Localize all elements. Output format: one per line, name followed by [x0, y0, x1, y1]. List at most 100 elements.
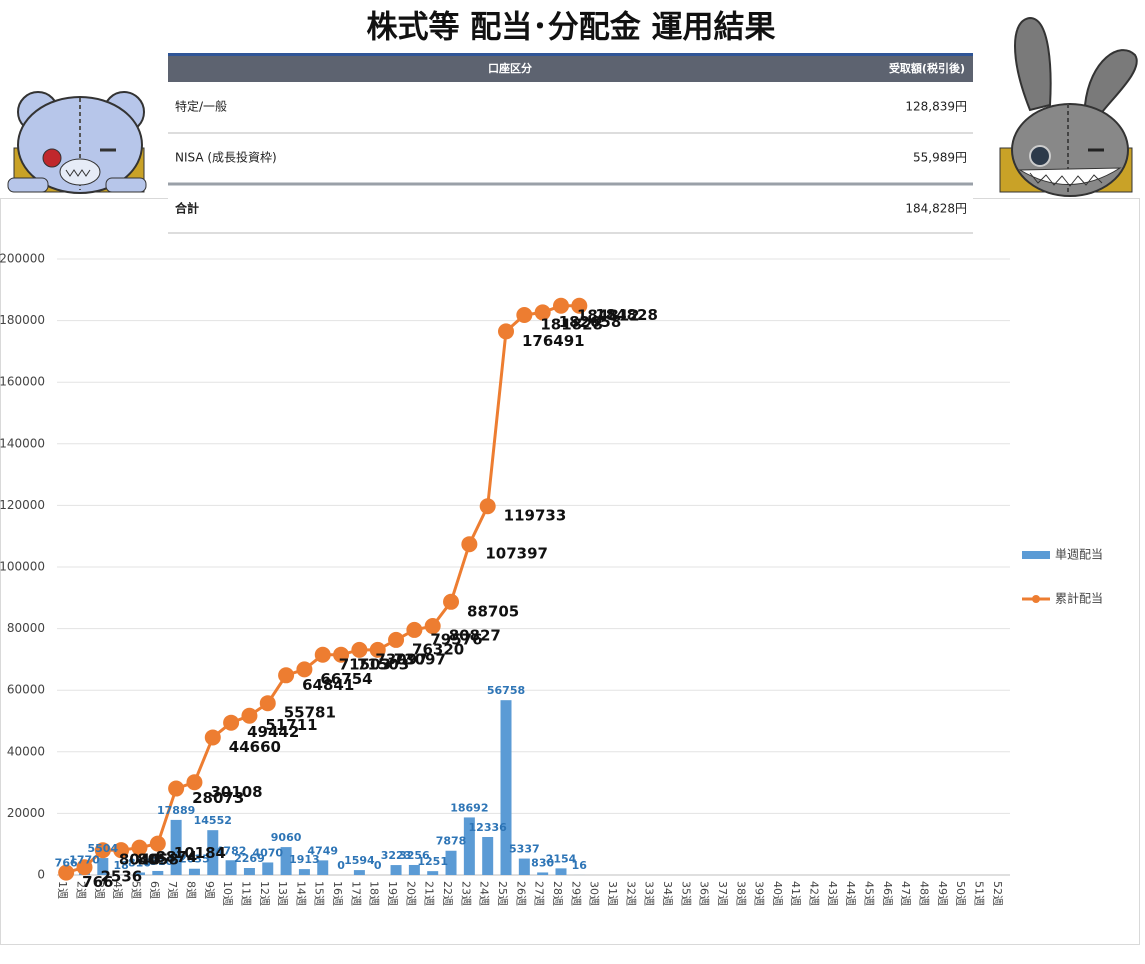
y-tick-label: 40000 — [7, 744, 45, 758]
legend-swatch — [1032, 595, 1040, 603]
legend-swatch — [1022, 551, 1050, 559]
line-value-label: 28073 — [192, 789, 244, 807]
y-tick-label: 140000 — [0, 436, 45, 450]
line-marker — [94, 842, 111, 859]
line-marker — [204, 729, 221, 746]
bar — [170, 819, 182, 875]
x-tick-label: 37週 — [716, 881, 729, 906]
cell: 184,828円 — [905, 202, 967, 216]
column-header: 口座区分 — [488, 61, 532, 75]
table-body — [168, 82, 973, 233]
bar-value-label: 4070 — [252, 846, 283, 859]
line-value-label: 55781 — [284, 704, 336, 722]
line-value-label: 49442 — [247, 723, 299, 741]
x-tick-label: 15週 — [313, 881, 326, 906]
bar — [500, 700, 512, 875]
x-tick-label: 52週 — [991, 881, 1004, 906]
line-value-label: 73097 — [394, 650, 446, 668]
bar-value-label: 7878 — [436, 835, 467, 848]
y-tick-label: 0 — [37, 868, 45, 882]
bar — [152, 870, 164, 875]
y-tick-label: 160000 — [0, 375, 45, 389]
bar-value-label: 9060 — [271, 831, 302, 844]
line-value-label: 2536 — [100, 868, 142, 886]
line-value-label: 10184 — [174, 844, 226, 862]
bar — [97, 858, 109, 875]
cell: NISA (成長投資枠) — [175, 150, 277, 165]
x-tick-label: 2週 — [74, 881, 87, 899]
bar-value-label: 5504 — [88, 842, 119, 855]
bar-value-label: 12336 — [469, 821, 508, 834]
bar-value-label: 1594 — [344, 854, 375, 867]
y-tick-label: 180000 — [0, 313, 45, 327]
cell: 合計 — [175, 201, 199, 216]
x-tick-label: 48週 — [918, 881, 931, 906]
line-marker — [131, 839, 148, 856]
bar — [225, 860, 237, 875]
x-tick-label: 21週 — [423, 881, 436, 906]
x-tick-label: 39週 — [753, 881, 766, 906]
x-tick-label: 28週 — [551, 881, 564, 906]
line-marker — [58, 864, 75, 881]
bar-value-label: 830 — [531, 856, 554, 869]
x-tick-label: 32週 — [624, 881, 637, 906]
line-value-label: 181828 — [540, 315, 603, 333]
line-marker — [113, 842, 130, 859]
x-tick-label: 7週 — [166, 881, 179, 899]
x-tick-label: 19週 — [386, 881, 399, 906]
x-tick-label: 25週 — [496, 881, 509, 906]
line-marker — [571, 297, 588, 314]
bear-illustration — [7, 91, 147, 194]
bar-value-label: 14552 — [194, 814, 232, 827]
bar-value-label: 18 — [113, 859, 128, 872]
chart-panel — [0, 198, 1140, 945]
line-marker — [76, 859, 93, 876]
x-tick-label: 35週 — [679, 881, 692, 906]
bar-value-label: 4749 — [307, 844, 338, 857]
x-tick-label: 13週 — [276, 881, 289, 906]
bar — [280, 847, 292, 875]
bar-value-label: 0 — [337, 859, 345, 872]
line-value-label: 88705 — [467, 602, 519, 620]
line-marker — [351, 641, 368, 658]
line-value-label: 64841 — [302, 676, 354, 694]
bar — [317, 860, 329, 875]
y-tick-label: 80000 — [7, 621, 45, 635]
line-value-label: 79576 — [430, 630, 482, 648]
bar — [390, 865, 402, 875]
bar — [243, 868, 255, 875]
x-tick-label: 50週 — [954, 881, 967, 906]
line-value-label: 8058 — [137, 851, 179, 869]
bar — [353, 870, 365, 875]
bar-value-label: 1770 — [69, 854, 100, 867]
x-tick-label: 51週 — [973, 881, 986, 906]
line-marker — [259, 695, 276, 712]
line-marker — [186, 774, 203, 791]
bar — [482, 837, 494, 875]
table-top-line — [168, 53, 973, 56]
bar-value-label: 16 — [572, 859, 588, 872]
bar-value-label: 0 — [374, 859, 382, 872]
cell: 55,989円 — [913, 151, 967, 165]
bar — [298, 869, 310, 875]
line-value-label: 66754 — [320, 670, 372, 688]
line-value-label: 766 — [82, 873, 113, 891]
x-tick-label: 4週 — [111, 881, 124, 899]
x-tick-label: 38週 — [734, 881, 747, 906]
bar — [555, 868, 567, 875]
line-marker — [369, 641, 386, 658]
line-value-label: 80827 — [449, 627, 501, 645]
x-tick-label: 49週 — [936, 881, 949, 906]
line-marker — [516, 306, 533, 323]
summary-table: 口座区分 受取額(税引後) 特定/一般 128,839円 NISA (成長投資枠… — [168, 53, 973, 234]
x-tick-label: 6週 — [148, 881, 161, 899]
line-value-label: 71503 — [357, 655, 409, 673]
line-marker — [333, 646, 350, 663]
bar — [188, 868, 200, 875]
x-tick-label: 45週 — [863, 881, 876, 906]
x-tick-label: 27週 — [533, 881, 546, 906]
line-marker — [479, 498, 496, 515]
cell: 特定/一般 — [175, 99, 227, 114]
bar — [427, 871, 439, 875]
